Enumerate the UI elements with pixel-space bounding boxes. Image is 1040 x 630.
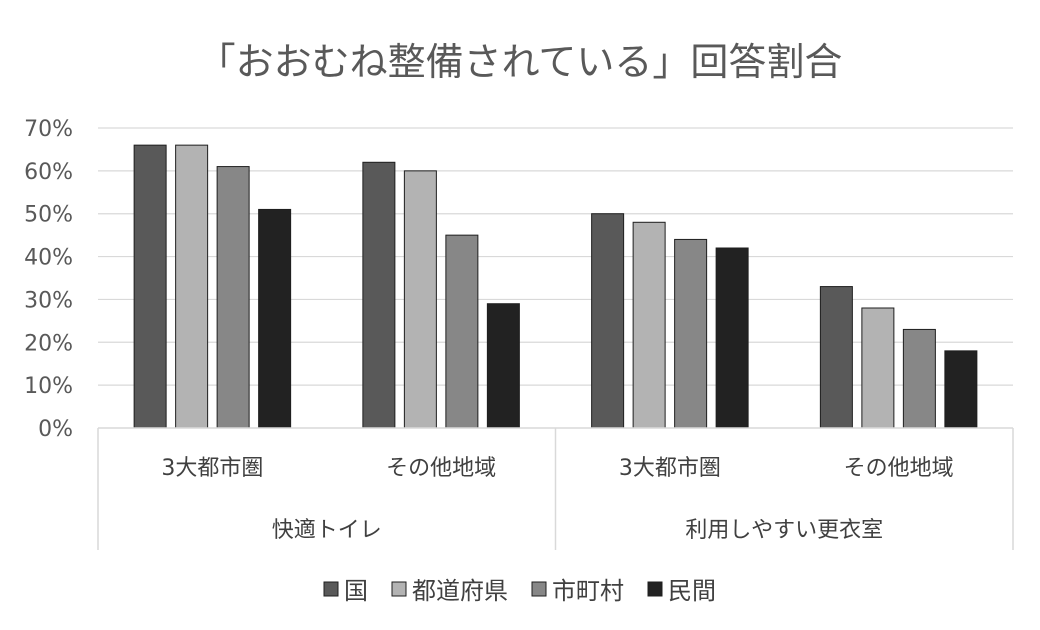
bar <box>133 144 167 429</box>
y-tick-label: 60% <box>24 160 73 185</box>
x-category-label: 3大都市圏 <box>619 456 721 481</box>
y-tick-label: 70% <box>24 117 73 142</box>
bar <box>445 234 479 429</box>
bar <box>175 144 209 429</box>
x-group-label: 快適トイレ <box>272 518 382 543</box>
x-group-label: 利用しやすい更衣室 <box>685 518 883 543</box>
bar <box>944 350 978 429</box>
x-category-label: その他地域 <box>386 456 496 481</box>
y-axis: 0% 10% 20% 30% 40% 50% 60% 70% <box>24 117 73 442</box>
bars <box>133 144 978 429</box>
x-category-label: 3大都市圏 <box>161 456 263 481</box>
legend-label: 都道府県 <box>412 577 508 605</box>
bar <box>902 328 936 429</box>
bar <box>632 221 666 429</box>
y-tick-label: 30% <box>24 288 73 313</box>
bar <box>674 238 708 429</box>
bar <box>819 286 853 429</box>
bar <box>258 208 292 429</box>
legend-swatch <box>391 581 407 597</box>
legend-label: 市町村 <box>552 577 624 605</box>
gridlines <box>98 127 1013 386</box>
legend-swatch <box>647 581 663 597</box>
bar <box>591 213 625 429</box>
bar <box>216 166 250 429</box>
legend: 国 都道府県 市町村 民間 <box>323 577 716 605</box>
chart-title: 「おおむね整備されている」回答割合 <box>198 40 843 84</box>
y-tick-label: 40% <box>24 246 73 271</box>
bar <box>403 170 437 429</box>
legend-swatch <box>531 581 547 597</box>
x-category-label: その他地域 <box>844 456 954 481</box>
legend-swatch <box>323 581 339 597</box>
bar <box>715 247 749 429</box>
y-tick-label: 20% <box>24 331 73 356</box>
y-tick-label: 10% <box>24 374 73 399</box>
y-tick-label: 50% <box>24 203 73 228</box>
bar <box>486 303 520 429</box>
legend-label: 民間 <box>668 577 716 605</box>
y-tick-label: 0% <box>38 417 73 442</box>
bar <box>362 161 396 429</box>
bar <box>861 307 895 429</box>
legend-label: 国 <box>344 577 368 605</box>
